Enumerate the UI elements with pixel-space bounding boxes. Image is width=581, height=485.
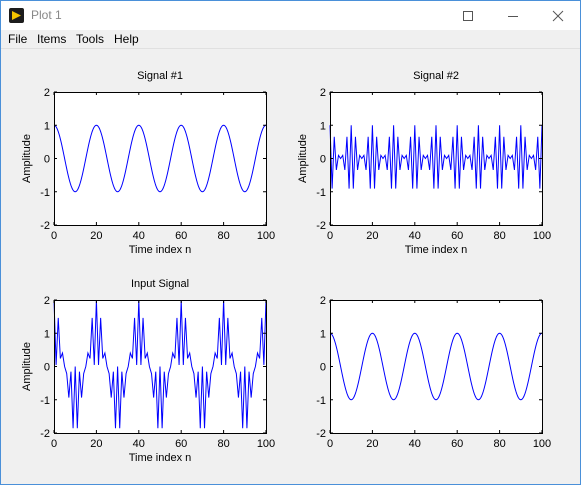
maximize-button[interactable] bbox=[445, 1, 490, 30]
chart-title: Signal #2 bbox=[413, 70, 459, 82]
x-tick-label: 40 bbox=[409, 438, 421, 450]
y-tick-label: 1 bbox=[44, 328, 50, 340]
x-tick-label: 100 bbox=[533, 438, 551, 450]
menu-items[interactable]: Items bbox=[37, 32, 67, 46]
x-tick-label: 100 bbox=[257, 230, 275, 242]
y-tick-label: 0 bbox=[320, 154, 326, 166]
y-tick-label: 1 bbox=[320, 328, 326, 340]
series-line-1 bbox=[53, 124, 267, 193]
y-tick-label: 0 bbox=[44, 154, 50, 166]
y-tick-label: 2 bbox=[320, 295, 326, 307]
x-tick-label: 100 bbox=[257, 438, 275, 450]
y-tick-label: -1 bbox=[40, 187, 50, 199]
x-tick-label: 40 bbox=[133, 230, 145, 242]
x-tick-label: 20 bbox=[366, 230, 378, 242]
x-tick-label: 80 bbox=[493, 438, 505, 450]
y-axis-label: Amplitude bbox=[297, 134, 309, 183]
x-axis-label: Time index n bbox=[129, 244, 192, 256]
plot-area-4 bbox=[330, 300, 542, 433]
x-tick-label: 20 bbox=[90, 438, 102, 450]
x-tick-label: 40 bbox=[133, 438, 145, 450]
window-title: Plot 1 bbox=[31, 8, 62, 22]
y-tick-label: -2 bbox=[316, 428, 326, 440]
x-tick-label: 0 bbox=[51, 438, 57, 450]
x-tick-label: 60 bbox=[175, 438, 187, 450]
minimize-button[interactable] bbox=[490, 1, 535, 30]
y-tick-label: 1 bbox=[320, 120, 326, 132]
plot-area-1 bbox=[54, 92, 266, 225]
series-line-2 bbox=[329, 125, 543, 189]
y-axis-label: Amplitude bbox=[21, 134, 33, 183]
x-tick-label: 20 bbox=[366, 438, 378, 450]
x-axis-label: Time index n bbox=[405, 244, 468, 256]
x-tick-label: 20 bbox=[90, 230, 102, 242]
y-tick-label: -2 bbox=[40, 220, 50, 232]
menu-divider bbox=[1, 48, 580, 49]
y-tick-label: -1 bbox=[40, 395, 50, 407]
maximize-icon bbox=[462, 10, 473, 21]
y-tick-label: 0 bbox=[320, 362, 326, 374]
series-line-4 bbox=[329, 332, 543, 401]
y-tick-label: 1 bbox=[44, 120, 50, 132]
x-tick-label: 80 bbox=[493, 230, 505, 242]
menu-help[interactable]: Help bbox=[114, 32, 139, 46]
y-tick-label: -1 bbox=[316, 395, 326, 407]
menu-bar: File Items Tools Help bbox=[1, 30, 580, 48]
menu-tools[interactable]: Tools bbox=[76, 32, 105, 46]
y-tick-label: -1 bbox=[316, 187, 326, 199]
y-tick-label: 2 bbox=[44, 295, 50, 307]
x-tick-label: 60 bbox=[175, 230, 187, 242]
x-tick-label: 100 bbox=[533, 230, 551, 242]
app-icon bbox=[9, 8, 24, 23]
x-tick-label: 60 bbox=[451, 438, 463, 450]
x-tick-label: 40 bbox=[409, 230, 421, 242]
y-tick-label: 0 bbox=[44, 362, 50, 374]
plot-area-2 bbox=[330, 92, 542, 225]
close-icon bbox=[552, 10, 563, 21]
y-tick-label: -2 bbox=[40, 428, 50, 440]
y-tick-label: -2 bbox=[316, 220, 326, 232]
menu-file[interactable]: File bbox=[8, 32, 28, 46]
x-tick-label: 0 bbox=[51, 230, 57, 242]
y-axis-label: Amplitude bbox=[21, 342, 33, 391]
series-line-3 bbox=[53, 299, 267, 429]
x-tick-label: 0 bbox=[327, 230, 333, 242]
x-tick-label: 60 bbox=[451, 230, 463, 242]
y-tick-label: 2 bbox=[320, 87, 326, 99]
x-tick-label: 0 bbox=[327, 438, 333, 450]
x-tick-label: 80 bbox=[217, 438, 229, 450]
chart-title: Input Signal bbox=[131, 278, 189, 290]
close-button[interactable] bbox=[535, 1, 580, 30]
minimize-icon bbox=[507, 15, 518, 17]
y-tick-label: 2 bbox=[44, 87, 50, 99]
title-bar[interactable]: Plot 1 bbox=[1, 1, 580, 30]
x-axis-label: Time index n bbox=[129, 452, 192, 464]
chart-title: Signal #1 bbox=[137, 70, 183, 82]
x-tick-label: 80 bbox=[217, 230, 229, 242]
